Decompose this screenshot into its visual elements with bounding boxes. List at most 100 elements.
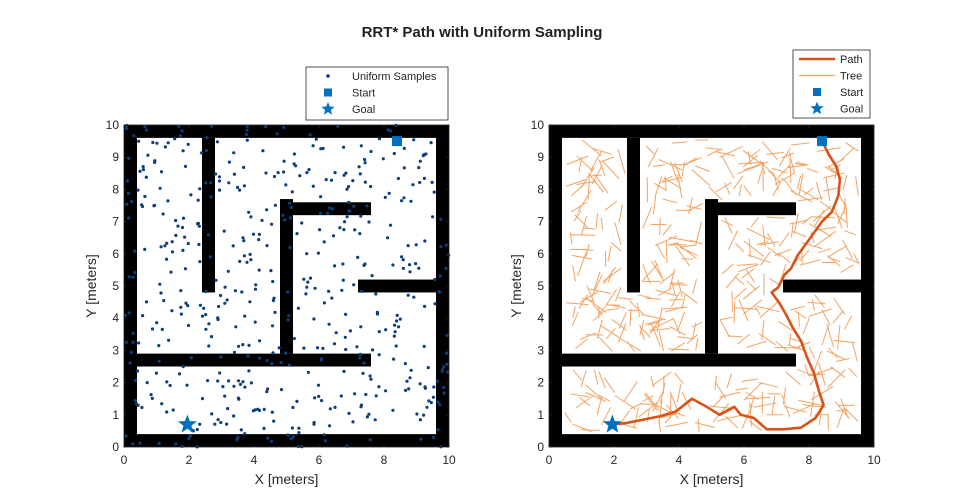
sample-point xyxy=(328,206,332,210)
sample-point xyxy=(196,198,200,202)
sample-point xyxy=(286,290,290,294)
sample-point xyxy=(157,359,161,363)
sample-point xyxy=(319,147,323,151)
sample-point xyxy=(141,168,145,172)
sample-point xyxy=(145,381,149,385)
sample-point xyxy=(297,431,301,435)
tree-edge xyxy=(618,297,633,300)
legend-entry-label: Start xyxy=(840,87,863,99)
tree-edge xyxy=(835,358,850,362)
sample-point xyxy=(365,415,369,419)
tree-edge xyxy=(651,260,663,278)
sample-point xyxy=(415,412,419,416)
legend-entry-label: Uniform Samples xyxy=(352,71,437,83)
y-tick-label: 8 xyxy=(112,182,119,196)
sample-point xyxy=(346,185,351,189)
sample-point xyxy=(368,374,372,378)
y-tick-label: 10 xyxy=(106,118,120,132)
tree-edge xyxy=(592,164,603,184)
sample-point xyxy=(223,301,227,305)
sample-point xyxy=(445,333,449,337)
tree-edge xyxy=(572,306,576,318)
tree-edge xyxy=(766,151,784,155)
tree-edge xyxy=(747,151,752,165)
sample-point xyxy=(137,341,141,345)
sample-point xyxy=(338,226,342,230)
x-tick-label: 0 xyxy=(546,453,553,467)
sample-point xyxy=(204,313,208,317)
tree-edge xyxy=(741,378,758,382)
sample-point xyxy=(388,129,392,133)
sample-point xyxy=(426,366,430,370)
y-tick-label: 10 xyxy=(531,118,545,132)
sample-point xyxy=(407,387,411,391)
sample-point xyxy=(305,285,309,289)
sample-point xyxy=(272,419,276,423)
sample-point xyxy=(178,134,182,138)
tree-edge xyxy=(580,370,587,388)
sample-point xyxy=(292,162,296,166)
sample-point xyxy=(446,370,450,374)
tree-edge xyxy=(654,260,665,282)
sample-point xyxy=(331,207,335,211)
sample-point xyxy=(197,242,201,247)
sample-point xyxy=(395,313,399,317)
tree-edge xyxy=(818,248,831,254)
tree-edge xyxy=(665,421,689,428)
sample-point xyxy=(144,128,148,132)
sample-point xyxy=(359,405,363,409)
sample-point xyxy=(227,379,231,383)
sample-point xyxy=(209,195,213,199)
tree-edge xyxy=(823,172,845,179)
sample-point xyxy=(423,239,427,243)
sample-point xyxy=(341,262,345,266)
sample-point xyxy=(170,250,175,254)
tree-edge xyxy=(667,348,690,351)
sample-point xyxy=(218,371,222,375)
sample-point xyxy=(234,325,238,329)
sample-point xyxy=(355,345,359,349)
sample-point xyxy=(321,346,325,350)
tree-edge xyxy=(753,402,777,408)
tree-edge xyxy=(639,319,645,336)
sample-point xyxy=(265,208,269,212)
sample-point xyxy=(369,377,373,381)
sample-point xyxy=(345,215,349,219)
sample-point xyxy=(367,220,371,224)
sample-point xyxy=(173,137,177,141)
tree-edge xyxy=(688,203,703,212)
tree-edge xyxy=(598,371,606,389)
sample-point xyxy=(313,396,317,400)
tree-edge xyxy=(619,337,642,352)
tree-edge xyxy=(675,246,691,267)
tree-edge xyxy=(817,226,836,231)
sample-point xyxy=(240,290,244,294)
tree-edge xyxy=(734,307,759,310)
sample-point xyxy=(418,382,422,386)
sample-point xyxy=(318,228,322,232)
wall-block xyxy=(358,279,436,293)
tree-edge xyxy=(577,252,587,276)
tree-edge xyxy=(742,154,759,168)
tree-edge xyxy=(664,307,680,313)
tree-edge xyxy=(794,163,807,166)
sample-point xyxy=(198,422,202,426)
sample-point xyxy=(273,310,277,314)
tree-edge xyxy=(827,255,841,267)
sample-point xyxy=(358,232,362,236)
tree-edge xyxy=(662,224,672,236)
tree-edge xyxy=(595,213,598,229)
wall-block xyxy=(124,434,449,447)
x-axis-label: X [meters] xyxy=(255,471,319,487)
sample-point xyxy=(167,338,171,342)
tree-edge xyxy=(719,391,741,398)
tree-edge xyxy=(677,311,686,330)
tree-edge xyxy=(617,322,627,343)
sample-point xyxy=(352,204,356,208)
tree-edge xyxy=(605,289,618,305)
sample-point xyxy=(289,437,293,441)
sample-point xyxy=(423,304,427,308)
tree-edge xyxy=(655,235,678,246)
sample-point xyxy=(195,222,200,226)
sample-point xyxy=(245,260,249,264)
